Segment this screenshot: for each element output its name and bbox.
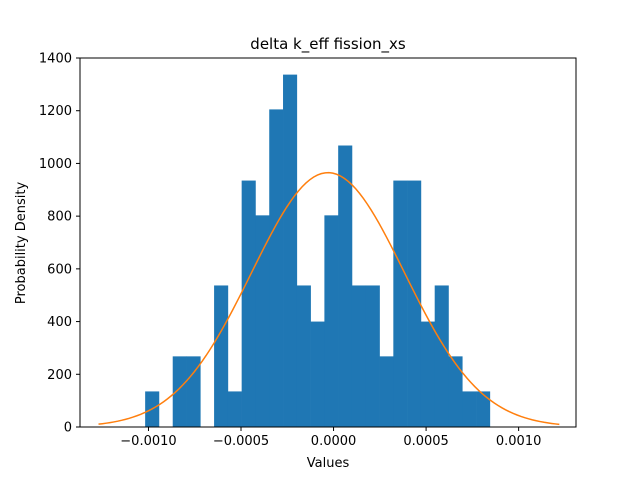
histogram-bar — [172, 356, 187, 427]
histogram-bar — [296, 285, 311, 427]
plot-frame — [79, 57, 577, 428]
histogram-bar — [283, 74, 298, 428]
y-tick-label: 400 — [47, 315, 72, 330]
histogram-bar — [420, 321, 435, 427]
histogram-bar — [324, 215, 339, 427]
histogram-bar — [227, 391, 242, 427]
histogram-bar — [351, 285, 367, 427]
y-tick-label: 0 — [64, 421, 72, 436]
y-tick-label: 1200 — [39, 104, 72, 119]
histogram-bar — [476, 391, 491, 427]
y-tick-label: 1000 — [39, 157, 72, 172]
y-tick-label: 600 — [47, 262, 72, 277]
x-tick-label: −0.0010 — [120, 434, 176, 449]
histogram-bar — [186, 356, 201, 427]
histogram-bar — [269, 109, 284, 428]
x-axis-ticks: −0.0010 −0.0005 0.0000 0.0005 0.0010 — [120, 427, 541, 449]
y-axis-title: Probability Density — [14, 182, 29, 305]
histogram-bar — [255, 215, 270, 427]
x-tick-label: 0.0000 — [311, 434, 357, 449]
y-tick-label: 800 — [47, 210, 72, 225]
histogram-bar — [241, 180, 256, 427]
histogram-bar — [310, 321, 325, 427]
histogram-bar — [462, 391, 477, 427]
histogram-bars — [145, 74, 491, 428]
histogram-bar — [365, 285, 380, 427]
histogram-bar — [379, 356, 394, 427]
y-tick-label: 1400 — [39, 52, 72, 67]
x-tick-label: 0.0005 — [403, 434, 449, 449]
histogram-bar — [448, 356, 463, 427]
histogram-bar — [214, 285, 229, 427]
x-axis-title: Values — [307, 456, 350, 471]
x-tick-label: 0.0010 — [496, 434, 542, 449]
histogram-bar — [393, 180, 408, 427]
y-axis-ticks: 0 200 400 600 800 1000 1200 1400 — [39, 52, 80, 436]
histogram-bar — [407, 180, 422, 427]
histogram-bar — [434, 285, 449, 427]
histogram-bar — [338, 145, 353, 427]
chart-title: delta k_eff fission_xs — [250, 35, 406, 54]
y-tick-label: 200 — [47, 368, 72, 383]
fit-curve-line — [98, 171, 560, 426]
x-tick-label: −0.0005 — [213, 434, 269, 449]
